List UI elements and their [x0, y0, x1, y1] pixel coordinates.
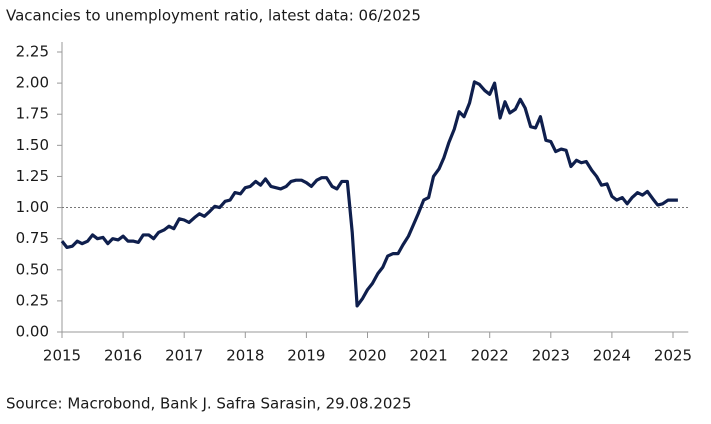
- x-tick-label: 2018: [226, 347, 264, 365]
- y-tick-label: 1.50: [16, 136, 49, 154]
- x-tick-label: 2024: [593, 347, 631, 365]
- y-tick-label: 2.00: [16, 74, 49, 92]
- x-tick-label: 2016: [104, 347, 142, 365]
- y-tick-label: 0.00: [16, 323, 49, 341]
- y-tick-label: 1.00: [16, 198, 49, 216]
- data-line: [60, 80, 678, 308]
- source-note: Source: Macrobond, Bank J. Safra Sarasin…: [6, 395, 412, 413]
- x-tick-label: 2017: [165, 347, 203, 365]
- y-tick-label: 1.25: [16, 167, 49, 185]
- x-tick-label: 2020: [348, 347, 386, 365]
- x-tick-label: 2023: [532, 347, 570, 365]
- x-tick-label: 2025: [654, 347, 692, 365]
- x-tick-label: 2021: [410, 347, 448, 365]
- chart-title: Vacancies to unemployment ratio, latest …: [6, 7, 421, 25]
- y-tick-label: 2.25: [16, 43, 49, 61]
- x-tick-label: 2019: [287, 347, 325, 365]
- x-tick-label: 2022: [471, 347, 509, 365]
- y-tick-label: 0.50: [16, 260, 49, 278]
- y-tick-label: 0.25: [16, 291, 49, 309]
- y-tick-label: 1.75: [16, 105, 49, 123]
- y-tick-label: 0.75: [16, 229, 49, 247]
- x-tick-label: 2015: [43, 347, 81, 365]
